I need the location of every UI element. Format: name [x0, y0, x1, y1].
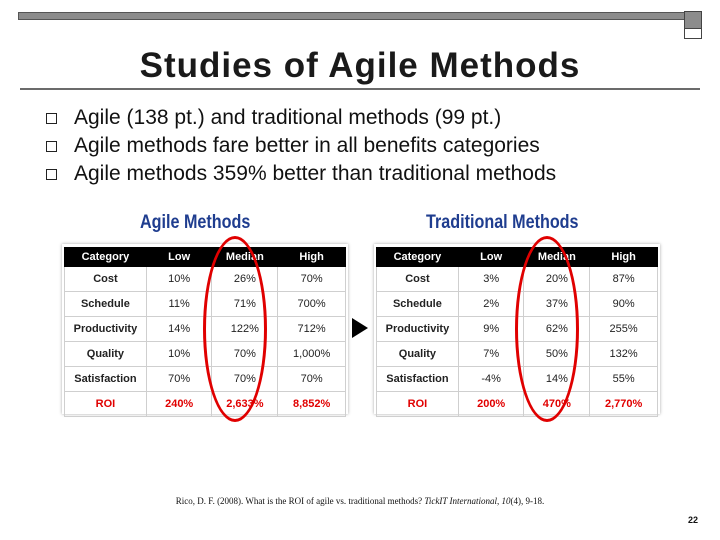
agile-cell-category: Cost: [64, 266, 147, 292]
agile-cell-low: 240%: [145, 391, 213, 417]
top-decoration-square: [684, 11, 702, 29]
slide-title: Studies of Agile Methods: [139, 46, 581, 85]
bullet-text: Agile methods 359% better than tradition…: [74, 162, 557, 185]
bullet-text: Agile (138 pt.) and traditional methods …: [74, 106, 502, 129]
citation-volume: 10: [501, 496, 511, 506]
square-bullet-icon: [46, 141, 57, 152]
agile-cell-high: 70%: [277, 366, 346, 392]
traditional-header-category: Category: [376, 247, 459, 267]
traditional-cell-high: 132%: [589, 341, 658, 367]
citation-suffix: (4), 9-18.: [510, 496, 545, 506]
traditional-header-low: Low: [457, 247, 525, 267]
traditional-cell-low: 3%: [457, 266, 525, 292]
agile-cell-high: 700%: [277, 291, 346, 317]
bullet-item: Agile (138 pt.) and traditional methods …: [46, 104, 556, 132]
agile-header-low: Low: [145, 247, 213, 267]
agile-median-highlight: [203, 236, 267, 422]
agile-cell-low: 10%: [145, 266, 213, 292]
traditional-median-highlight: [515, 236, 579, 422]
agile-cell-category: Quality: [64, 341, 147, 367]
agile-header-high: High: [277, 247, 346, 267]
traditional-table-row: Productivity 9% 62% 255%: [376, 316, 658, 342]
agile-header-category: Category: [64, 247, 147, 267]
agile-cell-low: 70%: [145, 366, 213, 392]
title-underline: [20, 88, 700, 90]
agile-cell-low: 11%: [145, 291, 213, 317]
traditional-cell-category: Cost: [376, 266, 459, 292]
traditional-cell-high: 55%: [589, 366, 658, 392]
bullet-item: Agile methods fare better in all benefit…: [46, 132, 556, 160]
agile-cell-high: 1,000%: [277, 341, 346, 367]
traditional-cell-high: 255%: [589, 316, 658, 342]
agile-cell-category: ROI: [64, 391, 147, 417]
citation-journal: TickIT International: [424, 496, 497, 506]
agile-table-row: ROI 240% 2,633% 8,852%: [64, 391, 346, 417]
traditional-table-row: Satisfaction -4% 14% 55%: [376, 366, 658, 392]
agile-cell-low: 10%: [145, 341, 213, 367]
agile-cell-high: 8,852%: [277, 391, 346, 417]
traditional-table-row: ROI 200% 470% 2,770%: [376, 391, 658, 417]
traditional-cell-low: 7%: [457, 341, 525, 367]
agile-cell-category: Productivity: [64, 316, 147, 342]
traditional-cell-category: Schedule: [376, 291, 459, 317]
traditional-cell-category: Quality: [376, 341, 459, 367]
traditional-cell-high: 87%: [589, 266, 658, 292]
traditional-cell-low: -4%: [457, 366, 525, 392]
traditional-table-heading: Traditional Methods: [426, 212, 579, 233]
bullet-item: Agile methods 359% better than tradition…: [46, 160, 556, 188]
traditional-header-high: High: [589, 247, 658, 267]
agile-cell-high: 712%: [277, 316, 346, 342]
citation-prefix: Rico, D. F. (2008). What is the ROI of a…: [175, 496, 425, 506]
traditional-cell-high: 90%: [589, 291, 658, 317]
bullet-list: Agile (138 pt.) and traditional methods …: [46, 104, 556, 188]
agile-cell-high: 70%: [277, 266, 346, 292]
traditional-cell-category: Productivity: [376, 316, 459, 342]
top-decoration-bar: [18, 12, 702, 20]
traditional-cell-category: ROI: [376, 391, 459, 417]
traditional-cell-low: 200%: [457, 391, 525, 417]
traditional-table-row: Cost 3% 20% 87%: [376, 266, 658, 292]
agile-table-heading: Agile Methods: [140, 212, 251, 233]
agile-cell-category: Schedule: [64, 291, 147, 317]
square-bullet-icon: [46, 113, 57, 124]
agile-table-row: Satisfaction 70% 70% 70%: [64, 366, 346, 392]
traditional-cell-low: 9%: [457, 316, 525, 342]
agile-table-row: Cost 10% 26% 70%: [64, 266, 346, 292]
square-bullet-icon: [46, 169, 57, 180]
agile-table-row: Productivity 14% 122% 712%: [64, 316, 346, 342]
citation: Rico, D. F. (2008). What is the ROI of a…: [175, 496, 545, 506]
traditional-cell-category: Satisfaction: [376, 366, 459, 392]
traditional-cell-high: 2,770%: [589, 391, 658, 417]
bullet-text: Agile methods fare better in all benefit…: [74, 134, 540, 157]
agile-cell-category: Satisfaction: [64, 366, 147, 392]
top-decoration-square-lower: [684, 29, 702, 39]
page-number: 22: [687, 515, 698, 525]
comparison-arrow-icon: [352, 318, 368, 338]
traditional-cell-low: 2%: [457, 291, 525, 317]
